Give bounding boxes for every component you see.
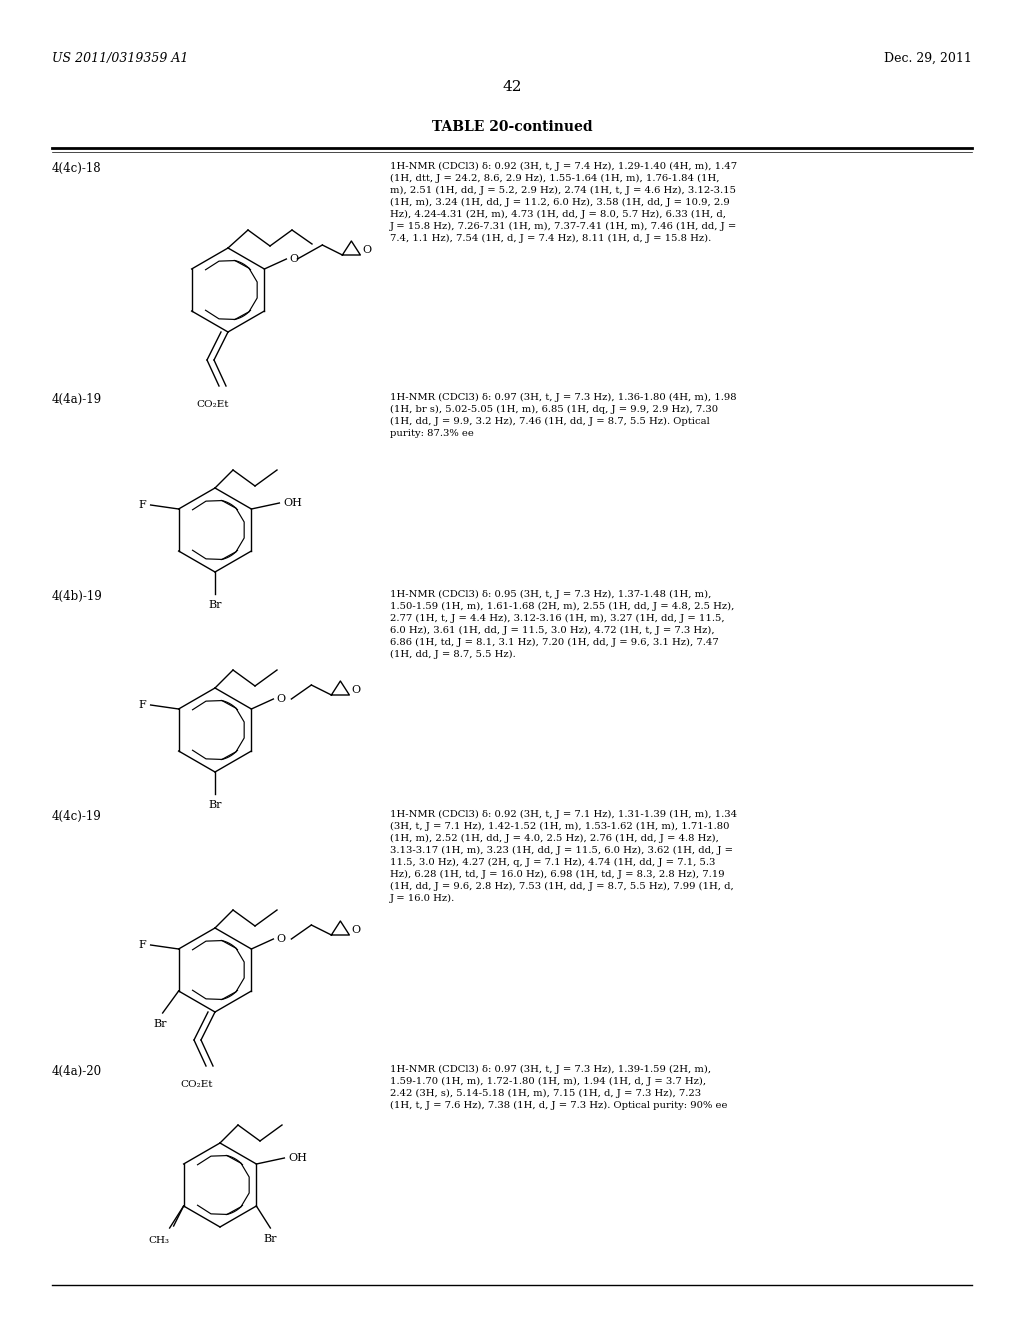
Text: O: O [276, 694, 286, 704]
Text: O: O [351, 685, 360, 696]
Text: 1H-NMR (CDCl3) δ: 0.97 (3H, t, J = 7.3 Hz), 1.39-1.59 (2H, m),
1.59-1.70 (1H, m): 1H-NMR (CDCl3) δ: 0.97 (3H, t, J = 7.3 H… [390, 1065, 727, 1110]
Text: CO₂Et: CO₂Et [181, 1080, 213, 1089]
Text: Br: Br [154, 1019, 167, 1030]
Text: 4(4a)-20: 4(4a)-20 [52, 1065, 102, 1078]
Text: Br: Br [208, 800, 222, 810]
Text: CH₃: CH₃ [148, 1236, 170, 1245]
Text: 1H-NMR (CDCl3) δ: 0.92 (3H, t, J = 7.4 Hz), 1.29-1.40 (4H, m), 1.47
(1H, dtt, J : 1H-NMR (CDCl3) δ: 0.92 (3H, t, J = 7.4 H… [390, 162, 737, 243]
Text: O: O [290, 253, 299, 264]
Text: 4(4a)-19: 4(4a)-19 [52, 393, 102, 407]
Text: OH: OH [284, 498, 302, 508]
Text: F: F [139, 700, 146, 710]
Text: O: O [362, 246, 372, 255]
Text: 42: 42 [502, 81, 522, 94]
Text: O: O [276, 935, 286, 944]
Text: Br: Br [263, 1234, 278, 1243]
Text: 4(4c)-18: 4(4c)-18 [52, 162, 101, 176]
Text: OH: OH [289, 1152, 307, 1163]
Text: 4(4c)-19: 4(4c)-19 [52, 810, 101, 822]
Text: CO₂Et: CO₂Et [197, 400, 229, 409]
Text: F: F [139, 940, 146, 950]
Text: 1H-NMR (CDCl3) δ: 0.92 (3H, t, J = 7.1 Hz), 1.31-1.39 (1H, m), 1.34
(3H, t, J = : 1H-NMR (CDCl3) δ: 0.92 (3H, t, J = 7.1 H… [390, 810, 737, 903]
Text: 1H-NMR (CDCl3) δ: 0.97 (3H, t, J = 7.3 Hz), 1.36-1.80 (4H, m), 1.98
(1H, br s), : 1H-NMR (CDCl3) δ: 0.97 (3H, t, J = 7.3 H… [390, 393, 736, 438]
Text: O: O [351, 925, 360, 935]
Text: 4(4b)-19: 4(4b)-19 [52, 590, 102, 603]
Text: 1H-NMR (CDCl3) δ: 0.95 (3H, t, J = 7.3 Hz), 1.37-1.48 (1H, m),
1.50-1.59 (1H, m): 1H-NMR (CDCl3) δ: 0.95 (3H, t, J = 7.3 H… [390, 590, 734, 659]
Text: TABLE 20-continued: TABLE 20-continued [432, 120, 592, 135]
Text: F: F [139, 500, 146, 510]
Text: US 2011/0319359 A1: US 2011/0319359 A1 [52, 51, 188, 65]
Text: Br: Br [208, 601, 222, 610]
Text: Dec. 29, 2011: Dec. 29, 2011 [884, 51, 972, 65]
